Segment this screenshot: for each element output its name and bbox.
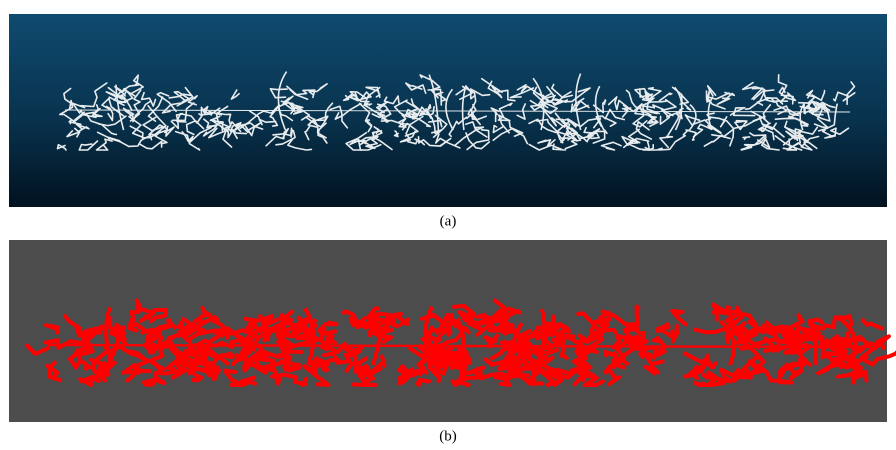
panel-b-caption: (b) (439, 428, 457, 444)
panel-a-caption: (a) (440, 213, 457, 229)
branch (144, 379, 157, 385)
branch (574, 357, 584, 366)
figure: (a) (b) (0, 0, 896, 450)
page: (a) (b) (() => { const data = JSON.parse… (0, 0, 896, 450)
branch (284, 367, 299, 371)
branch (605, 352, 614, 356)
branch (695, 383, 703, 385)
